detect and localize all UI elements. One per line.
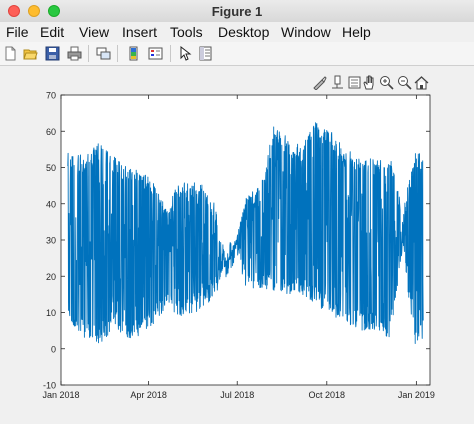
x-tick-label: Jul 2018 [220,390,254,400]
pan-hand-icon[interactable] [362,75,377,90]
close-window-button[interactable] [8,5,20,17]
toolbar-separator [170,45,171,62]
series-line [67,122,424,344]
x-tick-label: Jan 2019 [398,390,435,400]
menu-insert[interactable]: Insert [122,24,158,40]
insert-colorbar-icon[interactable] [126,46,141,61]
new-figure-icon[interactable] [3,46,18,61]
x-tick-label: Jan 2018 [42,390,79,400]
y-tick-label: 10 [46,308,56,318]
menu-edit[interactable]: Edit [40,24,65,40]
x-tick-label: Apr 2018 [130,390,167,400]
y-tick-label: 40 [46,199,56,209]
menu-file[interactable]: File [6,24,29,40]
zoom-in-icon[interactable] [379,75,394,90]
y-tick-label: 70 [46,91,56,101]
open-file-icon[interactable] [23,46,38,61]
axis-layer: -10 0 10 20 30 40 50 60 70 Jan 2018 Apr 2018 Jul 20… [42,91,434,401]
y-tick-label: 20 [46,272,56,282]
window-title: Figure 1 [211,4,263,19]
brush-icon[interactable] [312,75,327,90]
figure-toolbar [0,42,474,66]
data-tips-icon[interactable] [330,75,345,90]
menu-window[interactable]: Window [281,24,331,40]
series-layer [67,122,424,344]
menubar: File Edit View Insert Tools Desktop Wind… [0,22,474,42]
y-tick-label: -10 [43,381,56,391]
x-tick-label: Oct 2018 [309,390,346,400]
y-tick-label: 0 [51,344,56,354]
zoom-window-button[interactable] [48,5,60,17]
menu-view[interactable]: View [79,24,110,40]
toolbar-separator [117,45,118,62]
menu-tools[interactable]: Tools [170,24,203,40]
menu-desktop[interactable]: Desktop [218,24,270,40]
zoom-out-icon[interactable] [397,75,412,90]
home-icon[interactable] [414,75,429,90]
property-inspector-icon[interactable] [198,46,213,61]
minimize-window-button[interactable] [28,5,40,17]
print-icon[interactable] [67,46,82,61]
rotate-icon[interactable] [347,75,362,90]
toolbar-separator [88,45,89,62]
menu-help[interactable]: Help [342,24,371,40]
insert-legend-icon[interactable] [148,46,163,61]
y-tick-label: 30 [46,236,56,246]
save-icon[interactable] [45,46,60,61]
link-plot-icon[interactable] [96,46,111,61]
y-tick-label: 60 [46,127,56,137]
y-tick-label: 50 [46,163,56,173]
edit-plot-arrow-icon[interactable] [178,46,193,61]
